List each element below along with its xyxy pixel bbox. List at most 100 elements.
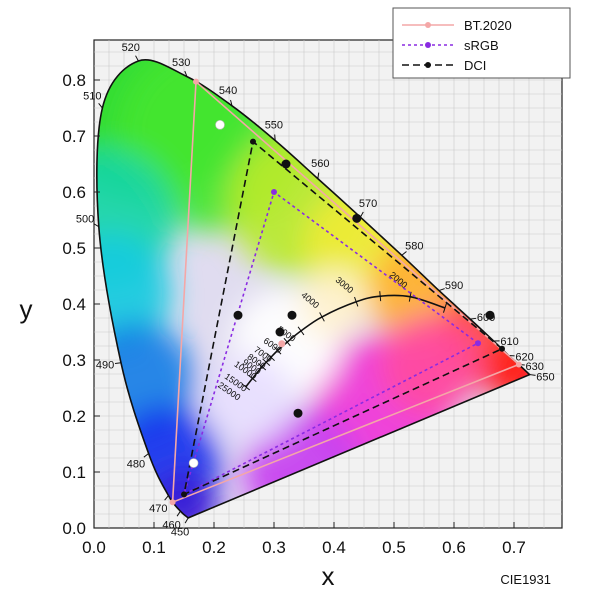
y-tick-label: 0.0: [62, 519, 86, 538]
planckian-tick: [379, 291, 382, 302]
wavelength-tick: [317, 172, 320, 179]
wavelength-label: 590: [445, 280, 463, 292]
wavelength-tick: [184, 70, 188, 77]
gamut-triangles: [169, 78, 522, 506]
black-point: [485, 310, 495, 320]
pink-point: [278, 340, 286, 348]
wavelength-label: 490: [96, 360, 114, 372]
black-point: [275, 327, 285, 337]
x-tick-label: 0.3: [262, 538, 286, 557]
black-point: [233, 310, 243, 320]
x-tick-label: 0.7: [502, 538, 526, 557]
black-point: [281, 159, 291, 169]
planckian-tick: [442, 303, 448, 313]
planckian-tick: [408, 291, 412, 302]
gamut-blob: [299, 269, 369, 339]
white-point: [215, 120, 225, 130]
wavelength-label: 530: [172, 57, 190, 69]
planckian-tick: [248, 374, 257, 383]
planckian-tick: [273, 346, 282, 355]
planckian-tick: [257, 363, 267, 371]
legend: BT.2020 sRGB DCI: [392, 7, 571, 79]
y-tick-label: 0.8: [62, 71, 86, 90]
x-tick-label: 0.0: [82, 538, 106, 557]
planckian-ticks: [241, 291, 448, 391]
wavelength-tick: [176, 510, 181, 517]
legend-label: sRGB: [464, 38, 499, 53]
wavelength-label: 610: [500, 336, 518, 348]
x-axis-title: x: [322, 561, 335, 591]
vertex-marker: [169, 499, 176, 506]
planckian-tick: [283, 337, 291, 347]
x-tick-label: 0.2: [202, 538, 226, 557]
y-tick-label: 0.7: [62, 127, 86, 146]
vertex-marker: [515, 361, 522, 368]
wavelength-label: 650: [536, 372, 554, 384]
y-tick-label: 0.1: [62, 463, 86, 482]
gamut-blob: [149, 470, 219, 518]
wavelength-label: 470: [149, 503, 167, 515]
vertex-marker: [271, 189, 277, 195]
wavelength-tick: [143, 453, 149, 458]
planckian-tick: [267, 353, 275, 362]
vertex-marker: [193, 78, 199, 85]
y-tick-label: 0.6: [62, 183, 86, 202]
series-srgb: [182, 190, 479, 496]
series-bt-2020: [171, 80, 520, 504]
spectral-locus: [96, 59, 532, 519]
legend-marker: [425, 62, 431, 68]
gamut-blob: [205, 354, 295, 445]
y-tick-label: 0.5: [62, 239, 86, 258]
vertex-marker: [499, 345, 505, 352]
y-tick-label: 0.2: [62, 407, 86, 426]
wavelength-tick: [359, 211, 364, 218]
caption: CIE1931: [500, 572, 551, 587]
wavelength-tick: [164, 495, 169, 501]
wavelength-label: 540: [219, 85, 237, 97]
wavelength-label: 480: [127, 458, 145, 470]
y-tick-label: 0.3: [62, 351, 86, 370]
wavelength-label: 620: [515, 351, 533, 363]
x-tick-label: 0.1: [142, 538, 166, 557]
y-tick-label: 0.4: [62, 295, 86, 314]
black-point: [352, 213, 362, 223]
wavelength-tick: [438, 288, 445, 292]
x-tick-label: 0.6: [442, 538, 466, 557]
wavelength-tick: [135, 55, 139, 62]
x-tick-label: 0.4: [322, 538, 346, 557]
legend-marker: [425, 42, 431, 48]
wavelength-label: 570: [359, 198, 377, 210]
white-point: [188, 458, 199, 468]
wavelength-tick: [114, 362, 122, 364]
wavelength-label: 510: [83, 91, 101, 103]
wavelength-label: 500: [76, 213, 94, 225]
y-axis-title: y: [20, 294, 33, 324]
wavelength-label: 580: [405, 240, 423, 252]
legend-box: [392, 7, 571, 79]
wavelength-label: 520: [122, 42, 140, 54]
wavelength-label: 450: [171, 527, 189, 539]
wavelength-tick: [470, 317, 477, 320]
wavelength-tick: [93, 223, 100, 228]
wavelength-tick: [401, 251, 407, 256]
wavelength-label: 550: [265, 120, 283, 132]
wavelength-tick: [230, 99, 233, 106]
vertex-marker: [181, 491, 187, 498]
wavelength-tick: [184, 517, 189, 524]
reference-points: [188, 120, 495, 468]
planckian-tick: [262, 358, 271, 367]
legend-marker: [425, 22, 431, 28]
x-tick-label: 0.5: [382, 538, 406, 557]
wavelength-label: 560: [311, 158, 329, 170]
wavelength-tick: [98, 103, 103, 109]
black-point: [293, 408, 303, 418]
wavelength-tick: [529, 374, 536, 376]
axis-ticks: 0.0 0.1 0.2 0.3 0.4 0.5 0.6 0.7 0.0 0.1 0.2 0.3 0.4 0…: [62, 71, 525, 557]
planckian-tick: [319, 312, 325, 322]
vertex-marker: [475, 340, 481, 347]
legend-label: BT.2020: [464, 18, 512, 33]
wavelength-label: 460: [162, 520, 180, 532]
series-dci: [182, 140, 503, 496]
